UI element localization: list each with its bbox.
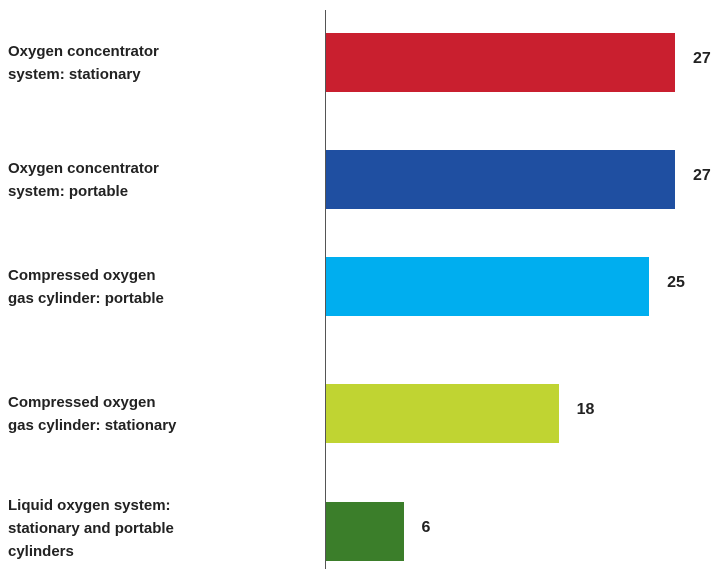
value-label: 25	[667, 274, 685, 291]
bar	[326, 257, 650, 316]
value-label: 27	[693, 167, 711, 184]
bar	[326, 33, 675, 92]
value-label: 27	[693, 50, 711, 67]
value-label: 6	[421, 519, 431, 536]
category-label: Liquid oxygen system: stationary and por…	[8, 496, 174, 560]
bar	[326, 502, 404, 561]
axis-line	[325, 10, 326, 569]
bar	[326, 150, 675, 209]
category-label: Compressed oxygen gas cylinder: stationa…	[8, 393, 177, 434]
bar	[326, 384, 559, 443]
category-label: Oxygen concentrator system: stationary	[8, 42, 159, 83]
category-label: Compressed oxygen gas cylinder: portable	[8, 266, 164, 307]
category-label: Oxygen concentrator system: portable	[8, 159, 159, 200]
value-label: 18	[576, 401, 595, 418]
